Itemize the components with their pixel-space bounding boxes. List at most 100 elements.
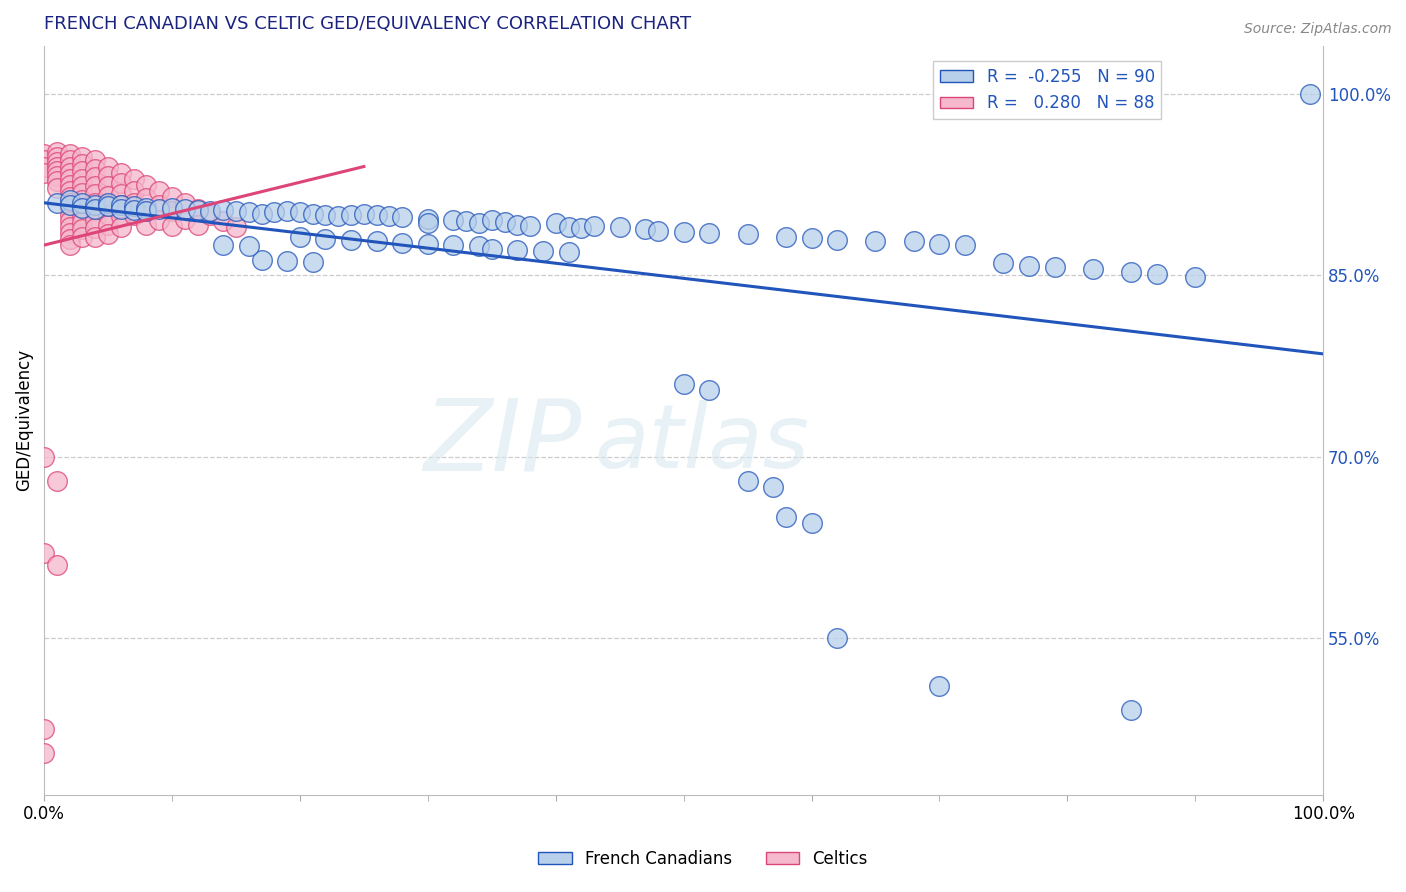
Point (72, 215, 94, 229)
Point (200, 208, 222, 222)
Point (84, 178, 107, 193)
Point (148, 202, 170, 216)
Point (135, 204, 157, 219)
Point (97, 195, 120, 210)
Point (32, 722, 55, 736)
Point (72, 229, 94, 244)
Point (84, 229, 107, 244)
Point (187, 202, 209, 217)
Text: atlas: atlas (595, 400, 808, 486)
Point (135, 191, 157, 205)
Point (59, 195, 82, 210)
Y-axis label: GED/Equivalency: GED/Equivalency (15, 350, 32, 491)
Point (59, 147, 82, 161)
Point (135, 178, 157, 192)
Legend: French Canadians, Celtics: French Canadians, Celtics (531, 844, 875, 875)
Point (97, 218, 120, 232)
Point (250, 207, 273, 221)
Point (59, 238, 82, 252)
Point (276, 204, 298, 219)
Point (45, 150, 67, 164)
Point (45, 160, 67, 174)
Point (97, 188, 120, 202)
Point (59, 190, 82, 204)
Point (441, 212, 464, 227)
Point (84, 202, 107, 216)
Point (32, 147, 55, 161)
Point (569, 221, 592, 235)
Point (531, 244, 554, 259)
Point (416, 211, 439, 226)
Point (737, 474, 759, 488)
Point (84, 187, 107, 202)
Point (609, 219, 631, 234)
Point (468, 239, 491, 253)
Point (160, 201, 183, 215)
Point (481, 242, 503, 256)
Point (72, 201, 94, 215)
Point (1121, 703, 1143, 717)
Point (288, 229, 311, 244)
Point (263, 205, 285, 219)
Point (72, 164, 94, 178)
Point (32, 160, 55, 174)
Point (45, 164, 67, 178)
Point (110, 187, 132, 202)
Point (59, 165, 82, 179)
Point (59, 219, 82, 234)
Point (1299, 87, 1322, 101)
Point (32, 746, 55, 760)
Point (72, 171, 94, 186)
Point (212, 214, 235, 228)
Point (72, 208, 94, 222)
Point (800, 516, 823, 530)
Point (97, 227, 120, 242)
Point (212, 202, 235, 217)
Point (340, 233, 363, 247)
Point (59, 202, 82, 216)
Point (762, 480, 785, 494)
Point (506, 218, 529, 232)
Point (110, 198, 132, 212)
Point (97, 198, 120, 212)
Point (928, 236, 950, 251)
Point (366, 208, 388, 222)
Point (84, 161, 107, 176)
Point (122, 171, 145, 186)
Point (110, 219, 132, 234)
Point (391, 235, 413, 250)
Point (110, 209, 132, 223)
Point (468, 216, 491, 230)
Point (340, 208, 363, 222)
Point (72, 186, 94, 201)
Point (110, 202, 132, 216)
Point (557, 219, 579, 234)
Point (672, 225, 695, 239)
Point (122, 199, 145, 213)
Point (32, 450, 55, 464)
Point (135, 204, 157, 219)
Point (45, 145, 67, 159)
Point (72, 150, 94, 164)
Point (173, 202, 195, 216)
Text: FRENCH CANADIAN VS CELTIC GED/EQUIVALENCY CORRELATION CHART: FRENCH CANADIAN VS CELTIC GED/EQUIVALENC… (44, 15, 692, 33)
Point (59, 194, 82, 208)
Point (288, 205, 311, 219)
Point (97, 169, 120, 184)
Point (59, 214, 82, 228)
Point (276, 253, 298, 268)
Point (775, 229, 797, 244)
Point (225, 219, 247, 234)
Point (160, 190, 183, 204)
Point (173, 195, 195, 210)
Point (148, 198, 170, 212)
Point (122, 202, 145, 217)
Point (187, 202, 209, 216)
Point (1121, 265, 1143, 279)
Point (59, 184, 82, 198)
Point (775, 510, 797, 524)
Point (250, 252, 273, 267)
Point (697, 383, 720, 397)
Point (84, 204, 107, 219)
Point (200, 204, 222, 219)
